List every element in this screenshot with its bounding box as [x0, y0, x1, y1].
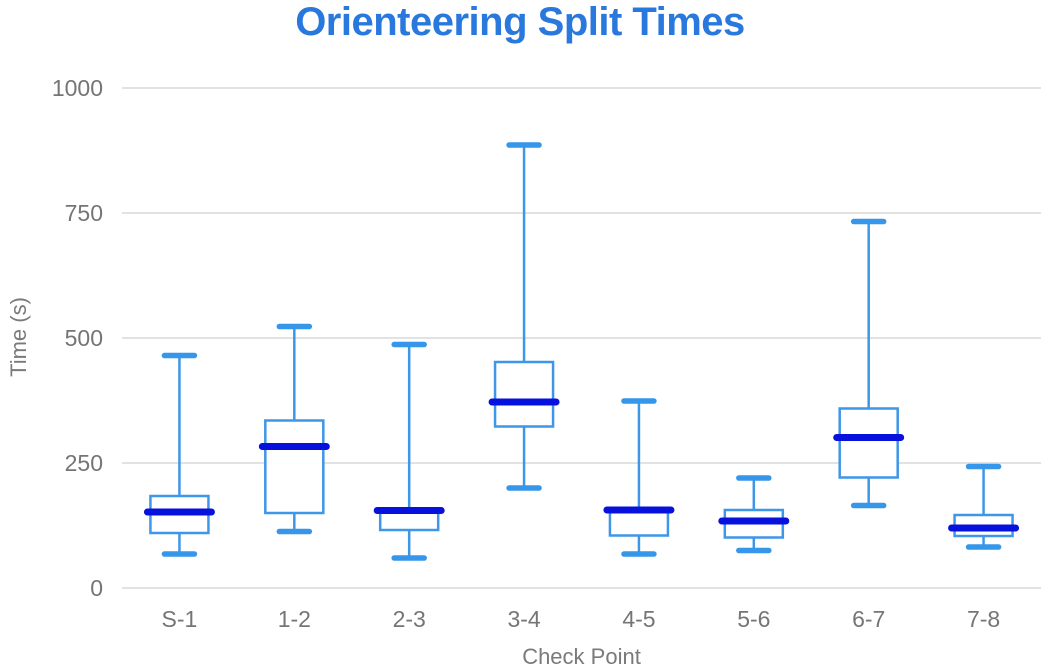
y-axis-title: Time (s) [6, 297, 31, 377]
y-tick-label-1000: 1000 [52, 75, 103, 101]
boxplot-S-1 [143, 352, 215, 557]
x-tick-label-S-1: S-1 [162, 606, 198, 632]
iqr-box [838, 407, 899, 479]
boxplot-3-4 [488, 142, 560, 491]
x-tick-label-2-3: 2-3 [393, 606, 426, 632]
chart-title: Orienteering Split Times [295, 0, 745, 44]
boxplot-1-2 [258, 323, 330, 535]
boxplot-5-6 [718, 475, 790, 554]
x-tick-label-1-2: 1-2 [278, 606, 311, 632]
x-tick-label-3-4: 3-4 [507, 606, 540, 632]
y-tick-label-0: 0 [90, 575, 103, 601]
x-axis-title: Check Point [522, 644, 641, 669]
x-tick-label-4-5: 4-5 [622, 606, 655, 632]
boxplot-6-7 [833, 218, 905, 509]
boxplot-2-3 [373, 341, 445, 561]
iqr-box [493, 360, 555, 428]
iqr-box [264, 419, 325, 515]
x-tick-label-6-7: 6-7 [852, 606, 885, 632]
y-tick-label-500: 500 [65, 325, 103, 351]
y-tick-label-750: 750 [65, 200, 103, 226]
x-tick-label-7-8: 7-8 [967, 606, 1000, 632]
y-tick-label-250: 250 [65, 450, 103, 476]
boxplot-4-5 [603, 398, 675, 557]
boxplot-7-8 [948, 463, 1020, 550]
x-tick-label-5-6: 5-6 [737, 606, 770, 632]
